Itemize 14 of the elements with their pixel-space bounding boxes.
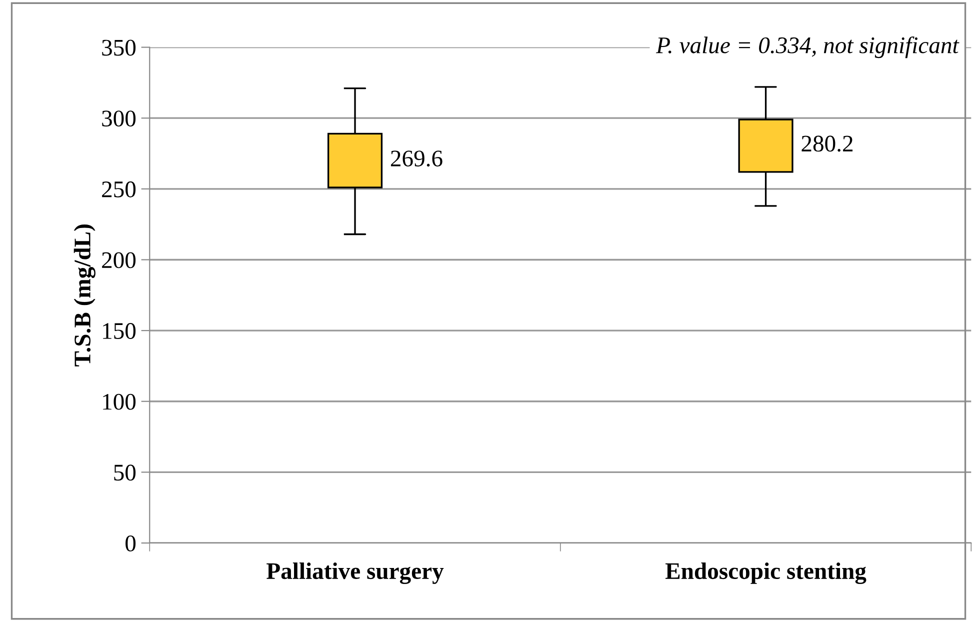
annotation: P. value = 0.334, not significant [656,36,960,58]
y-tick-label: 350 [102,40,136,56]
y-tick-label: 150 [103,323,136,339]
text: 280.2 [802,136,853,152]
text: 269.6 [390,150,442,167]
y-tick-label: 250 [102,181,136,198]
x-tick-label: Endoscopic stenting [665,562,866,584]
y-tick-label: 0 [126,535,136,552]
x-tick-label: Palliative surgery [266,562,444,584]
y-tick-label: 50 [114,464,136,481]
y-tick-label: 300 [102,110,136,127]
y-tick-label: 200 [102,252,136,268]
y-tick-label: 100 [103,394,136,410]
y-axis-title: T.S.B (mg/dL) [74,224,96,366]
